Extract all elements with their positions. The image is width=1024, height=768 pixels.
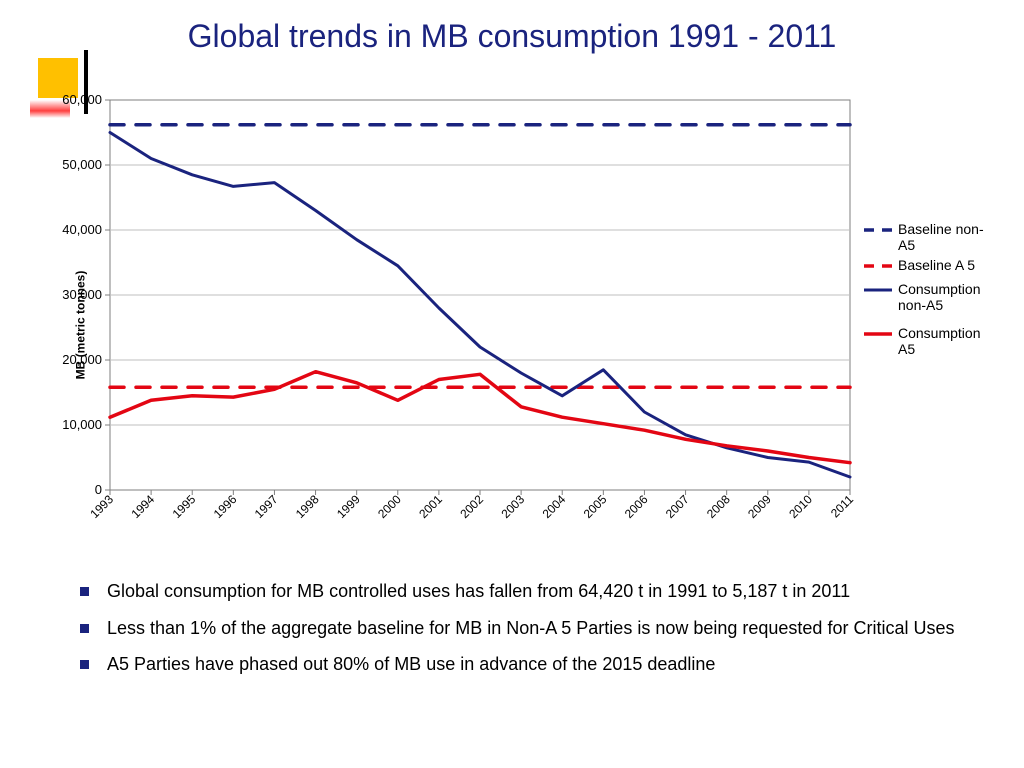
x-tick-label: 1993 bbox=[87, 492, 116, 521]
x-tick-label: 1998 bbox=[293, 492, 322, 521]
legend-label: Baseline A 5 bbox=[898, 257, 975, 273]
slide-title: Global trends in MB consumption 1991 - 2… bbox=[0, 18, 1024, 55]
x-tick-label: 2008 bbox=[704, 492, 733, 521]
legend-label: A5 bbox=[898, 341, 915, 357]
x-tick-label: 2010 bbox=[786, 492, 815, 521]
y-tick-label: 60,000 bbox=[62, 92, 102, 107]
y-tick-label: 0 bbox=[95, 482, 102, 497]
bullet-list: Global consumption for MB controlled use… bbox=[80, 580, 960, 690]
x-tick-label: 2011 bbox=[828, 492, 856, 520]
x-tick-label: 1996 bbox=[211, 492, 240, 521]
bullet-marker-icon bbox=[80, 587, 89, 596]
legend-label: Consumption bbox=[898, 281, 981, 297]
x-tick-label: 1997 bbox=[252, 492, 281, 521]
x-tick-label: 1994 bbox=[128, 492, 157, 521]
x-tick-label: 1995 bbox=[170, 492, 199, 521]
bullet-text: Less than 1% of the aggregate baseline f… bbox=[107, 617, 954, 640]
x-tick-label: 2004 bbox=[540, 492, 569, 521]
x-tick-label: 2006 bbox=[622, 492, 651, 521]
x-tick-label: 2000 bbox=[375, 492, 404, 521]
legend-label: Consumption bbox=[898, 325, 981, 341]
x-tick-label: 2001 bbox=[416, 492, 445, 521]
x-tick-label: 2002 bbox=[457, 492, 486, 521]
y-tick-label: 50,000 bbox=[62, 157, 102, 172]
legend-label: non-A5 bbox=[898, 297, 943, 313]
bullet-item: Less than 1% of the aggregate baseline f… bbox=[80, 617, 960, 640]
y-axis-label: MB (metric tonnes) bbox=[73, 271, 87, 380]
slide: Global trends in MB consumption 1991 - 2… bbox=[0, 0, 1024, 768]
bullet-item: Global consumption for MB controlled use… bbox=[80, 580, 960, 603]
x-tick-label: 2005 bbox=[581, 492, 610, 521]
x-tick-label: 2003 bbox=[498, 492, 527, 521]
bullet-marker-icon bbox=[80, 660, 89, 669]
y-tick-label: 40,000 bbox=[62, 222, 102, 237]
chart-svg: 010,00020,00030,00040,00050,00060,000199… bbox=[30, 90, 1000, 560]
y-tick-label: 10,000 bbox=[62, 417, 102, 432]
legend-label: Baseline non- bbox=[898, 221, 984, 237]
chart: MB (metric tonnes) 010,00020,00030,00040… bbox=[30, 90, 1000, 560]
bullet-text: A5 Parties have phased out 80% of MB use… bbox=[107, 653, 715, 676]
legend-label: A5 bbox=[898, 237, 915, 253]
x-tick-label: 2009 bbox=[745, 492, 774, 521]
x-tick-label: 1999 bbox=[334, 492, 363, 521]
x-tick-label: 2007 bbox=[663, 492, 692, 521]
bullet-marker-icon bbox=[80, 624, 89, 633]
bullet-text: Global consumption for MB controlled use… bbox=[107, 580, 850, 603]
bullet-item: A5 Parties have phased out 80% of MB use… bbox=[80, 653, 960, 676]
